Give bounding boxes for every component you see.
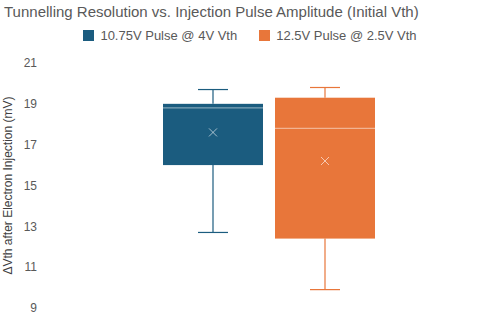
svg-text:21: 21 <box>24 56 38 70</box>
svg-text:19: 19 <box>24 97 38 111</box>
html-text:12.5V Pulse @ 2.5V Vth: 12.5V Pulse @ 2.5V Vth <box>276 27 417 43</box>
html-text:10.75V Pulse @ 4V Vth: 10.75V Pulse @ 4V Vth <box>100 27 238 43</box>
html-text:Tunnelling Resolution vs. Inje: Tunnelling Resolution vs. Injection Puls… <box>4 3 419 20</box>
svg-text:11: 11 <box>25 260 38 274</box>
svg-text:9: 9 <box>30 301 37 314</box>
svg-text:ΔVth after Electron Injection: ΔVth after Electron Injection (mV) <box>8 96 15 274</box>
svg-text:15: 15 <box>24 179 38 193</box>
svg-text:13: 13 <box>24 220 38 234</box>
svg-text:17: 17 <box>24 138 38 152</box>
